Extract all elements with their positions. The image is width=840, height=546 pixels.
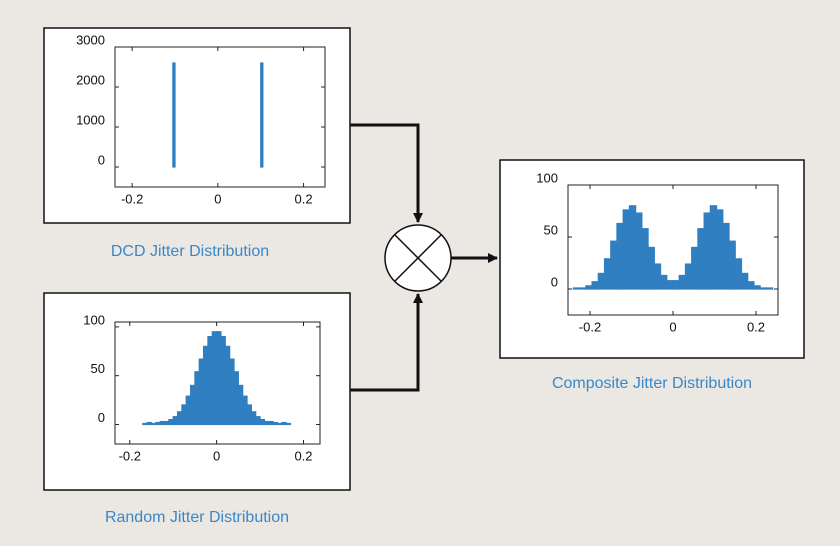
bar (272, 421, 279, 426)
bar (759, 287, 767, 290)
bar (678, 274, 687, 290)
bar (250, 411, 257, 426)
bar (740, 272, 749, 290)
bar (585, 285, 593, 290)
bar (641, 228, 649, 290)
y-tick-label: 0 (98, 152, 105, 167)
bar (207, 336, 213, 426)
y-tick-label: 0 (551, 274, 558, 289)
bar (259, 419, 266, 426)
bar (765, 287, 774, 290)
bar (260, 62, 264, 168)
y-tick-label: 2000 (76, 72, 105, 87)
bar (684, 263, 693, 290)
caption: Random Jitter Distribution (105, 509, 289, 526)
chart-box (43, 27, 351, 224)
bar (172, 62, 176, 168)
bar (224, 345, 231, 426)
bar (211, 331, 218, 426)
bar (597, 272, 606, 290)
y-tick-label: 50 (91, 361, 105, 376)
x-tick-label: 0.2 (294, 448, 312, 463)
bar (276, 422, 283, 426)
bar (185, 395, 192, 426)
bar (628, 205, 637, 290)
bar (722, 222, 730, 290)
y-tick-label: 0 (98, 410, 105, 425)
bar (572, 287, 581, 290)
bar (610, 240, 618, 290)
bar (666, 280, 674, 290)
bar (715, 209, 724, 290)
bar (703, 212, 711, 290)
bar (709, 205, 718, 290)
bar (146, 421, 153, 426)
x-tick-label: 0 (213, 448, 220, 463)
bar (242, 395, 248, 426)
bar (285, 422, 292, 426)
x-tick-label: 0 (214, 191, 221, 206)
plot-frame (114, 321, 321, 445)
bar (647, 246, 655, 290)
bar (150, 422, 157, 426)
bar (142, 422, 148, 426)
bar (155, 421, 161, 426)
bar (203, 345, 209, 426)
bar (591, 281, 599, 290)
bar (255, 416, 261, 426)
bar (691, 246, 699, 290)
bar (263, 420, 270, 426)
bar (653, 263, 662, 290)
bar (734, 258, 743, 290)
bar (220, 336, 226, 426)
bar (246, 404, 252, 426)
bar (635, 212, 643, 290)
x-tick-label: -0.2 (121, 191, 143, 206)
bar (616, 222, 624, 290)
bar (176, 411, 183, 426)
bar (194, 371, 200, 426)
y-tick-label: 1000 (76, 112, 105, 127)
plot-frame (114, 46, 326, 188)
bar (603, 258, 612, 290)
x-tick-label: -0.2 (119, 448, 141, 463)
bar (181, 404, 187, 426)
arrows (350, 123, 498, 392)
caption: Composite Jitter Distribution (552, 375, 752, 392)
bar (163, 420, 170, 426)
bar (159, 420, 166, 426)
arrow (350, 123, 423, 223)
multiplier (384, 224, 452, 292)
bar (198, 358, 205, 426)
bar (281, 421, 287, 426)
x-tick-label: 0.2 (747, 319, 765, 334)
y-tick-label: 100 (536, 170, 558, 185)
x-tick-label: 0 (669, 319, 676, 334)
bar (753, 285, 761, 290)
bar (728, 240, 736, 290)
bar (189, 384, 196, 426)
y-tick-label: 3000 (76, 32, 105, 47)
x-tick-label: 0.2 (295, 191, 313, 206)
bar (237, 384, 244, 426)
arrow (350, 293, 423, 392)
y-tick-label: 50 (544, 222, 558, 237)
x-tick-label: -0.2 (579, 319, 601, 334)
caption: DCD Jitter Distribution (111, 243, 269, 260)
bar (659, 274, 668, 290)
bar (168, 419, 174, 426)
y-tick-label: 100 (83, 312, 105, 327)
bar (229, 358, 235, 426)
bar (697, 228, 705, 290)
bar (672, 280, 680, 290)
bar (579, 287, 587, 290)
bar (747, 281, 755, 290)
bar (172, 416, 179, 426)
bar (233, 371, 239, 426)
bar (622, 209, 631, 290)
bar (268, 420, 274, 426)
bar (216, 331, 222, 426)
